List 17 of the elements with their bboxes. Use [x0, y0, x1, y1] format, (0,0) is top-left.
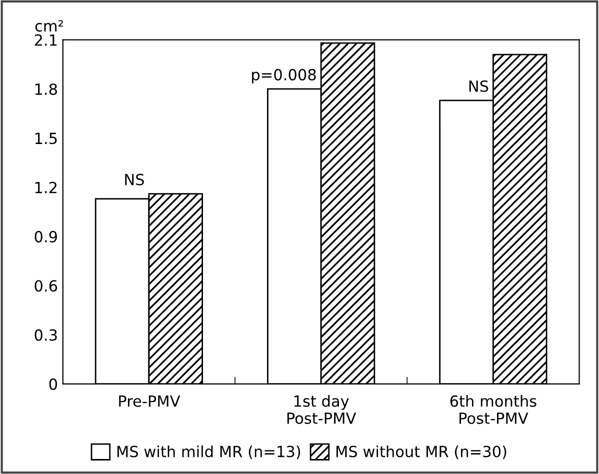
- legend-label: MS with mild MR (n=13): [117, 445, 300, 460]
- legend-label: MS without MR (n=30): [336, 445, 506, 460]
- y-tick-label: 2.1: [34, 34, 57, 46]
- y-tick-label: 0.9: [34, 230, 57, 242]
- x-tick-label: Pre-PMV: [119, 396, 180, 407]
- y-tick-label: 1.8: [35, 83, 57, 95]
- y-tick-label: 1.2: [35, 182, 57, 194]
- x-tick-label: 1st day Post-PMV: [287, 395, 356, 424]
- annotation: p=0.008: [252, 68, 316, 84]
- annotation: NS: [125, 174, 144, 186]
- x-tick-label: 6th months Post-PMV: [450, 395, 536, 424]
- y-tick-label: 0.6: [34, 280, 58, 292]
- annotation: NS: [469, 80, 488, 92]
- y-tick-label: 0.3: [34, 329, 57, 341]
- y-tick-label: 1.5: [35, 132, 57, 144]
- y-tick-label: 0: [49, 378, 58, 390]
- y-axis-title: cm²: [35, 20, 63, 32]
